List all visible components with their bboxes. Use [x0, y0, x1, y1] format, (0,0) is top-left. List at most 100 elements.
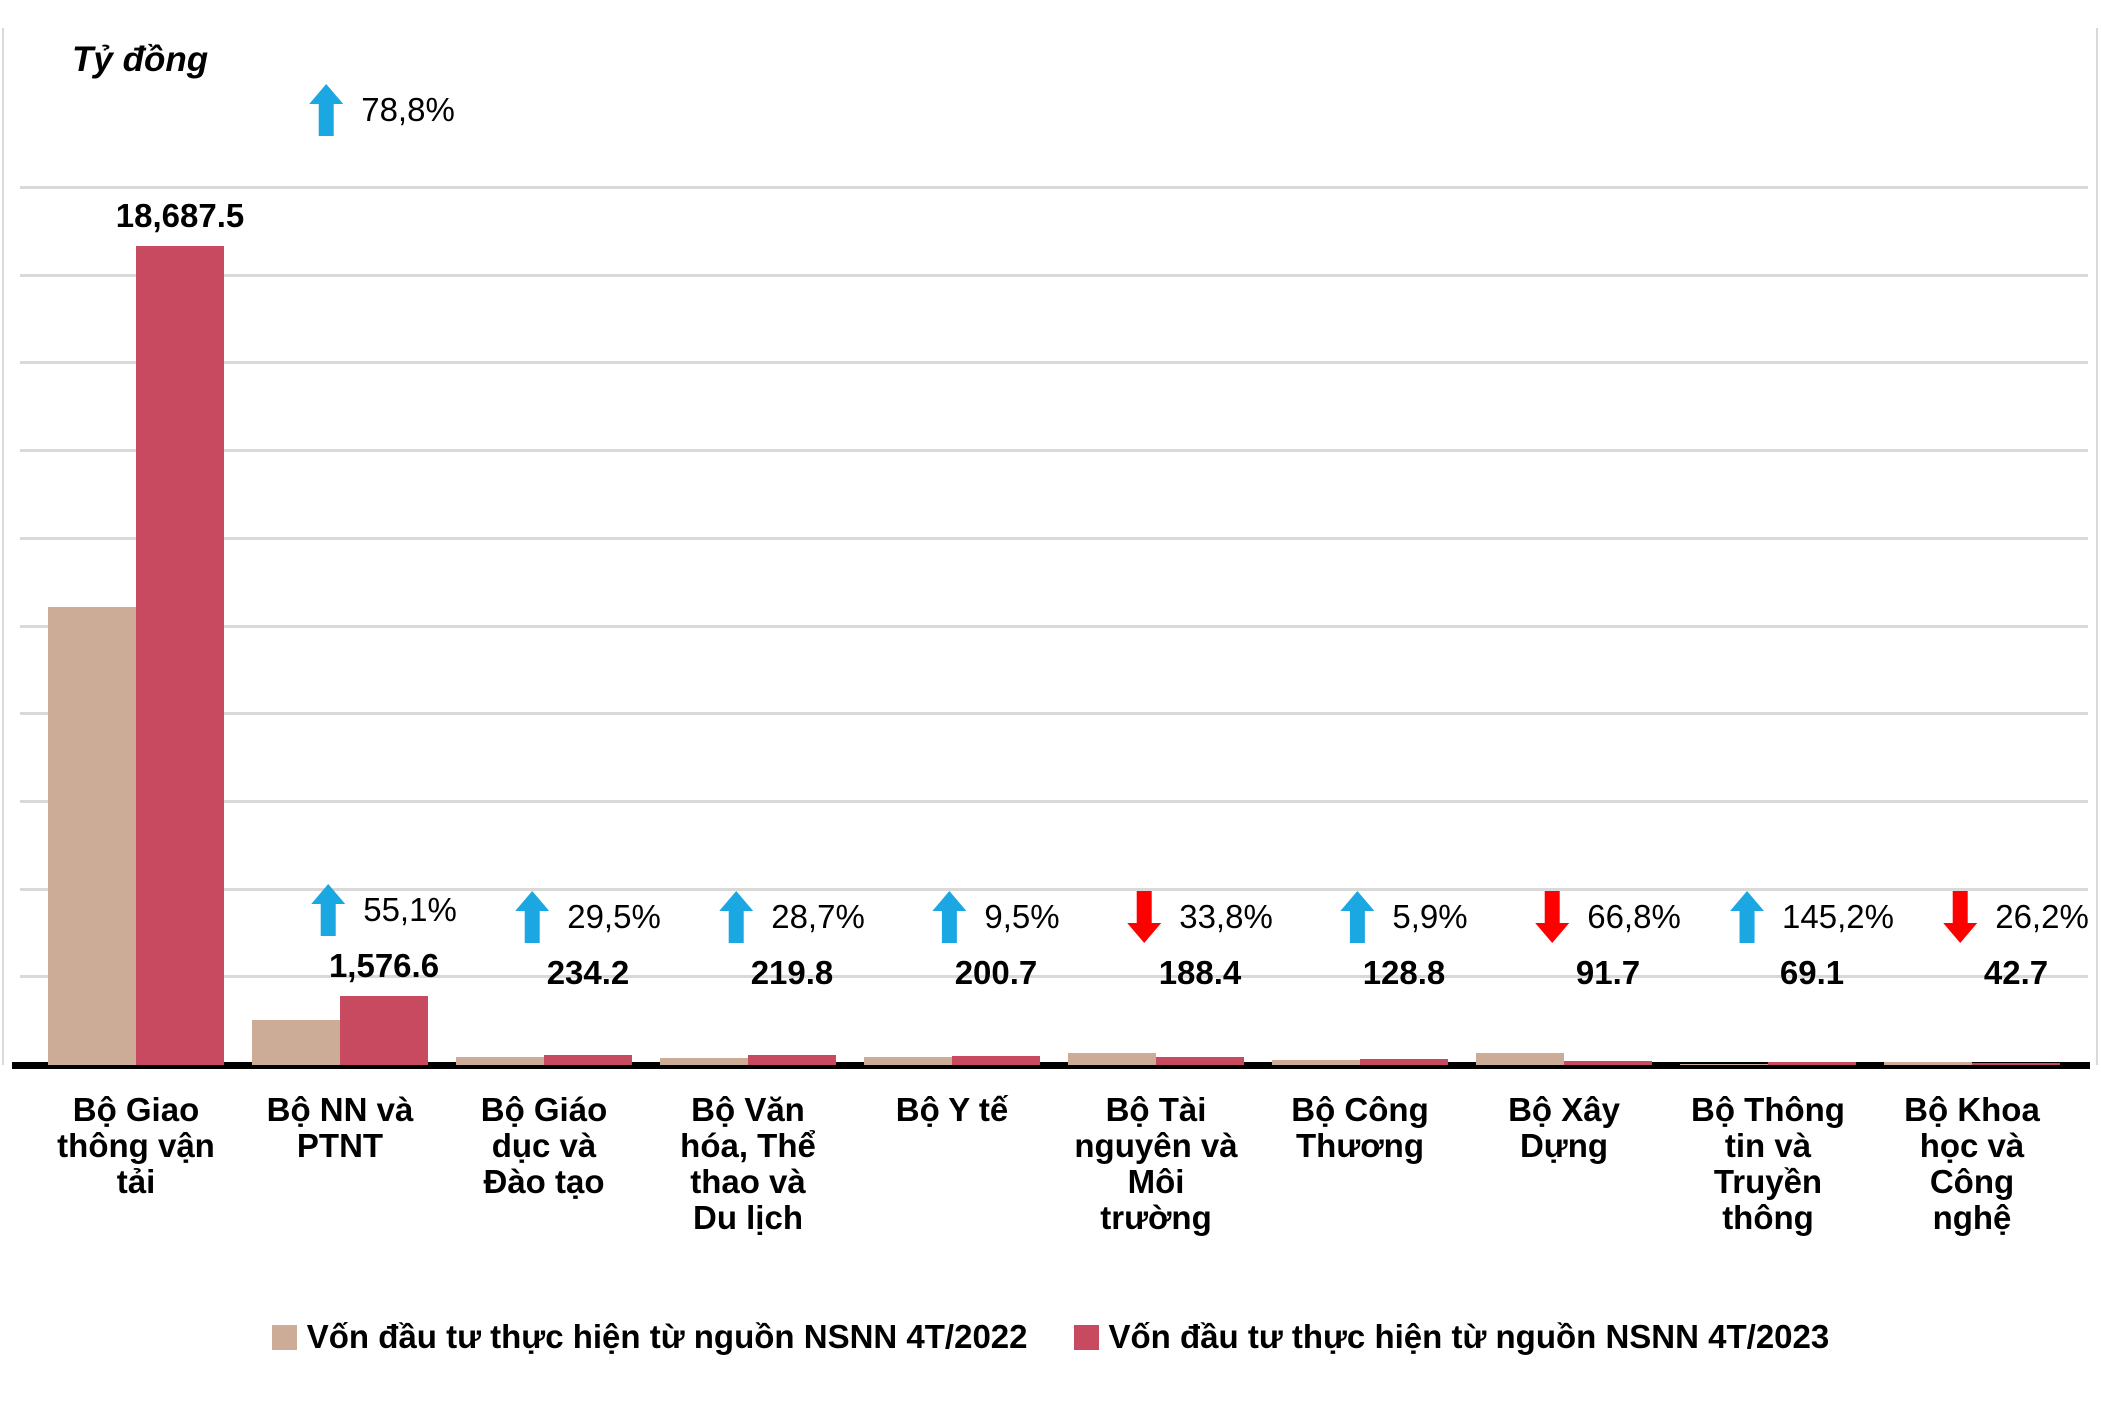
up-arrow-icon: [515, 891, 550, 943]
bar-2023: [136, 245, 224, 1065]
bar-group-1: 78,8% 18,687.5: [48, 83, 455, 1065]
pct-change-label: 33,8%: [1179, 898, 1273, 935]
bar-2022: [252, 1020, 340, 1065]
bar-group-10: 26,2% 42.7: [1884, 188, 2089, 1065]
bar-2023: [1972, 1063, 2060, 1065]
bar-2022: [660, 1057, 748, 1065]
gridline: [20, 186, 2088, 189]
bar-group-3: 29,5% 234.2: [456, 188, 661, 1065]
gridline: [20, 361, 2088, 365]
legend-marker-icon: [271, 1324, 297, 1350]
legend-entry-label: Vốn đầu tư thực hiện từ nguồn NSNN 4T/20…: [1108, 1318, 1830, 1355]
gridline: [20, 624, 2088, 628]
category-label-10: Bộ Khoa học và Công nghệ: [1904, 1091, 2040, 1236]
legend-entry: Vốn đầu tư thực hiện từ nguồn NSNN 4T/20…: [1073, 1318, 1830, 1356]
gridline: [20, 712, 2088, 716]
down-arrow-icon: [1943, 891, 1978, 943]
pct-change-label: 9,5%: [984, 898, 1060, 935]
category-label-9: Bộ Thông tin và Truyền thông: [1691, 1091, 1845, 1236]
pct-change-annotation: 29,5%: [515, 891, 661, 943]
pct-change-annotation: 55,1%: [311, 883, 457, 936]
pct-change-annotation: 66,8%: [1535, 891, 1681, 943]
down-arrow-icon: [1535, 891, 1570, 943]
bar-2022: [1272, 1059, 1360, 1065]
up-arrow-icon: [309, 83, 344, 136]
unit-axis-title: Tỷ đồng: [72, 40, 209, 79]
pct-change-annotation: 9,5%: [932, 891, 1060, 943]
bar-2023: [544, 1054, 632, 1065]
value-label: 234.2: [546, 954, 630, 992]
gridline: [20, 536, 2088, 540]
category-label-2: Bộ NN và PTNT: [266, 1091, 414, 1164]
pct-change-annotation: 33,8%: [1127, 891, 1273, 943]
bar-2022: [1068, 1052, 1156, 1065]
value-label: 69.1: [1779, 954, 1845, 992]
down-arrow-icon: [1127, 891, 1162, 943]
plot-right-border: [2096, 28, 2098, 1065]
value-label: 188.4: [1158, 954, 1242, 992]
bar-2023: [952, 1056, 1040, 1065]
legend: Vốn đầu tư thực hiện từ nguồn NSNN 4T/20…: [0, 1318, 2101, 1356]
bar-2022: [48, 606, 136, 1065]
bar-group-7: 5,9% 128.8: [1272, 188, 1468, 1065]
bar-2023: [1156, 1056, 1244, 1065]
bar-2022: [864, 1056, 952, 1065]
pct-change-label: 145,2%: [1782, 898, 1894, 935]
gridline: [20, 799, 2088, 803]
up-arrow-icon: [719, 891, 754, 943]
category-label-8: Bộ Xây Dựng: [1508, 1091, 1620, 1164]
pct-change-label: 5,9%: [1392, 898, 1468, 935]
plot-area: 78,8% 18,687.5 55,1% 1,576.6 29,5% 234.2…: [12, 83, 2090, 1069]
value-label: 42.7: [1983, 954, 2049, 992]
bar-group-5: 9,5% 200.7: [864, 188, 1060, 1065]
up-arrow-icon: [932, 891, 967, 943]
pct-change-annotation: 78,8%: [309, 83, 455, 136]
gridline: [20, 449, 2088, 453]
pct-change-label: 29,5%: [567, 898, 661, 935]
pct-change-annotation: 145,2%: [1730, 891, 1894, 943]
legend-entry: Vốn đầu tư thực hiện từ nguồn NSNN 4T/20…: [271, 1318, 1028, 1356]
value-label: 18,687.5: [115, 196, 245, 234]
category-label-7: Bộ Công Thương: [1291, 1091, 1429, 1164]
x-axis-line: [12, 1062, 2090, 1069]
plot-left-border: [2, 28, 4, 1065]
category-axis-labels: Bộ Giao thông vận tải Bộ NN và PTNT Bộ Giá…: [20, 1092, 2088, 1302]
value-label: 200.7: [954, 954, 1038, 992]
value-label: 128.8: [1362, 954, 1446, 992]
bar-group-8: 66,8% 91.7: [1476, 188, 1681, 1065]
bar-2023: [1768, 1061, 1856, 1065]
bar-2023: [1360, 1059, 1448, 1065]
legend-entry-label: Vốn đầu tư thực hiện từ nguồn NSNN 4T/20…: [306, 1318, 1028, 1355]
gridline: [20, 975, 2088, 979]
category-label-1: Bộ Giao thông vận tải: [57, 1091, 215, 1200]
bar-2022: [1476, 1052, 1564, 1065]
pct-change-annotation: 26,2%: [1943, 891, 2089, 943]
pct-change-label: 55,1%: [363, 890, 457, 928]
bar-group-9: 145,2% 69.1: [1680, 188, 1894, 1065]
category-label-4: Bộ Văn hóa, Thể thao và Du lịch: [680, 1091, 816, 1236]
up-arrow-icon: [311, 883, 346, 936]
gridline: [20, 273, 2088, 277]
pct-change-label: 66,8%: [1587, 898, 1681, 935]
pct-change-label: 78,8%: [361, 90, 455, 128]
bar-2023: [340, 995, 428, 1065]
category-label-5: Bộ Y tế: [895, 1091, 1009, 1128]
bar-2022: [456, 1057, 544, 1065]
pct-change-label: 26,2%: [1995, 898, 2089, 935]
pct-change-annotation: 28,7%: [719, 891, 865, 943]
bar-group-4: 28,7% 219.8: [660, 188, 865, 1065]
up-arrow-icon: [1340, 891, 1375, 943]
up-arrow-icon: [1730, 891, 1765, 943]
bar-2023: [1564, 1060, 1652, 1065]
pct-change-label: 28,7%: [771, 898, 865, 935]
bar-2023: [748, 1055, 836, 1065]
legend-marker-icon: [1073, 1324, 1099, 1350]
category-label-6: Bộ Tài nguyên và Môi trường: [1074, 1091, 1238, 1236]
category-label-3: Bộ Giáo dục và Đào tạo: [480, 1091, 608, 1200]
gridline: [20, 887, 2088, 891]
bar-2022: [1680, 1063, 1768, 1065]
bar-group-6: 33,8% 188.4: [1068, 188, 1273, 1065]
bar-group-2: 55,1% 1,576.6: [252, 188, 457, 1065]
value-label: 1,576.6: [328, 947, 440, 985]
bar-2022: [1884, 1062, 1972, 1065]
